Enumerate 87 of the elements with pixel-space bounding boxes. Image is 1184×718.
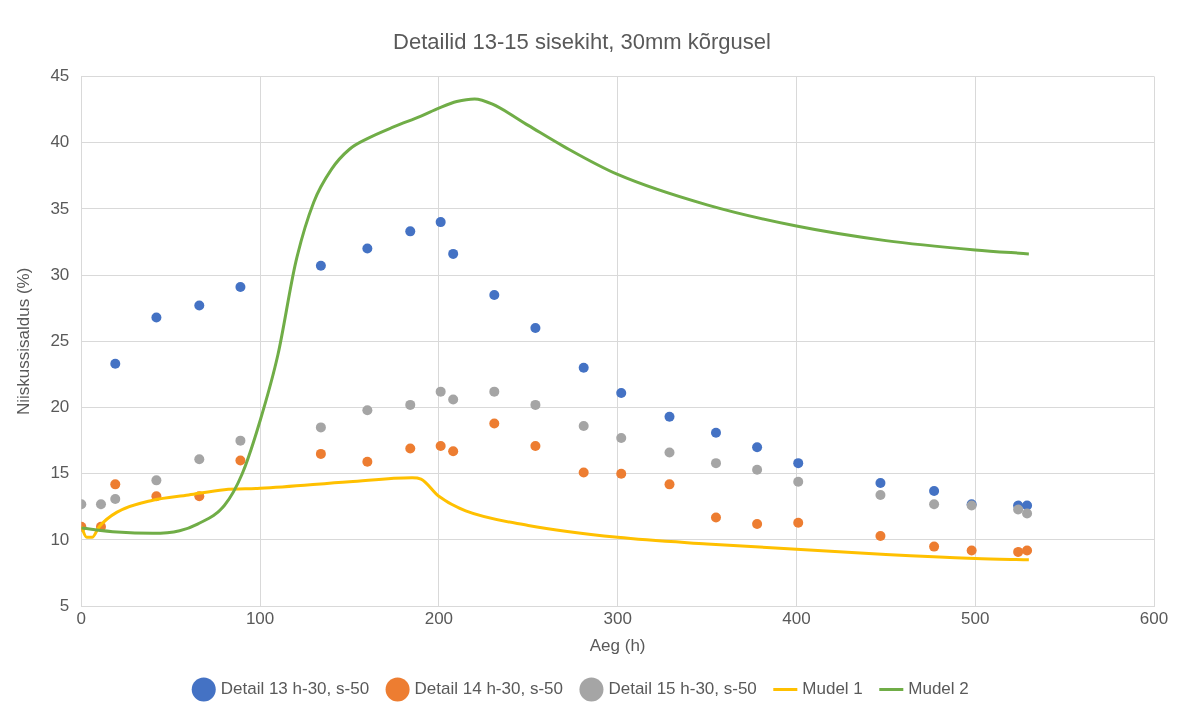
point [875,489,886,500]
x-axis-title: Aeg (h) [589,636,646,656]
point [616,387,627,398]
legend-label: Detail 13 h-30, s-50 [220,679,370,699]
point [448,394,459,405]
point [435,440,446,451]
point [530,440,541,451]
point [710,512,721,523]
y-tick-label: 15 [50,463,70,483]
point [793,476,804,487]
point [362,243,373,254]
line-series [81,97,1031,535]
legend-label: Detail 15 h-30, s-50 [608,679,757,699]
point [875,478,886,489]
y-tick-label: 25 [50,330,70,350]
x-tick-label: 600 [1139,609,1169,629]
point [151,312,162,323]
point [793,458,804,469]
point [110,479,121,490]
point [405,226,416,237]
point [752,442,763,453]
point [194,454,205,465]
point [405,443,416,454]
point [315,448,326,459]
point [489,386,500,397]
point [235,455,246,466]
y-tick-label: 5 [59,595,70,615]
point [616,468,627,479]
point [793,517,804,528]
y-axis-title: Niiskussisaldus (%) [13,267,33,415]
point [664,411,675,422]
point [578,362,589,373]
x-tick-label: 500 [961,609,990,629]
y-tick-label: 45 [50,66,70,86]
point [929,485,940,496]
point [448,248,459,259]
y-tick-label: 30 [50,264,70,284]
point [362,405,373,416]
point [1013,504,1024,515]
point [578,467,589,478]
point [966,545,977,556]
point [194,300,205,311]
chart-title: Detailid 13-15 sisekiht, 30mm kõrgusel [393,29,771,55]
point [362,456,373,467]
point [616,432,627,443]
point [489,418,500,429]
point [1022,545,1033,556]
point [448,446,459,457]
legend-label: Mudel 2 [908,679,969,699]
point [110,493,121,504]
y-tick-label: 10 [50,529,70,549]
point [875,531,886,541]
point [530,399,541,410]
point [752,464,763,475]
point [405,399,416,410]
y-tick-label: 40 [50,132,70,152]
y-tick-label: 35 [50,198,70,218]
point [435,386,446,397]
legend-label: Mudel 1 [802,679,863,699]
point [95,499,106,510]
x-tick-label: 300 [603,609,632,629]
point [752,519,763,530]
point [489,289,500,300]
point [151,475,162,486]
x-tick-label: 400 [782,609,811,629]
point [530,323,541,334]
point [315,260,326,271]
point [235,282,246,292]
point [235,435,246,446]
point [929,541,940,552]
point [710,427,721,438]
y-tick-label: 20 [50,397,70,417]
point [315,422,326,433]
point [1022,508,1033,519]
point [110,358,121,369]
point [710,458,721,469]
point [664,479,675,490]
legend-label: Detail 14 h-30, s-50 [414,679,563,699]
x-tick-label: 0 [76,609,87,629]
x-tick-label: 100 [245,609,275,629]
point [435,217,446,228]
point [929,499,940,510]
point [578,421,589,432]
line-series [81,476,1031,562]
point [664,447,675,458]
point [1013,546,1024,557]
x-tick-label: 200 [424,609,454,629]
